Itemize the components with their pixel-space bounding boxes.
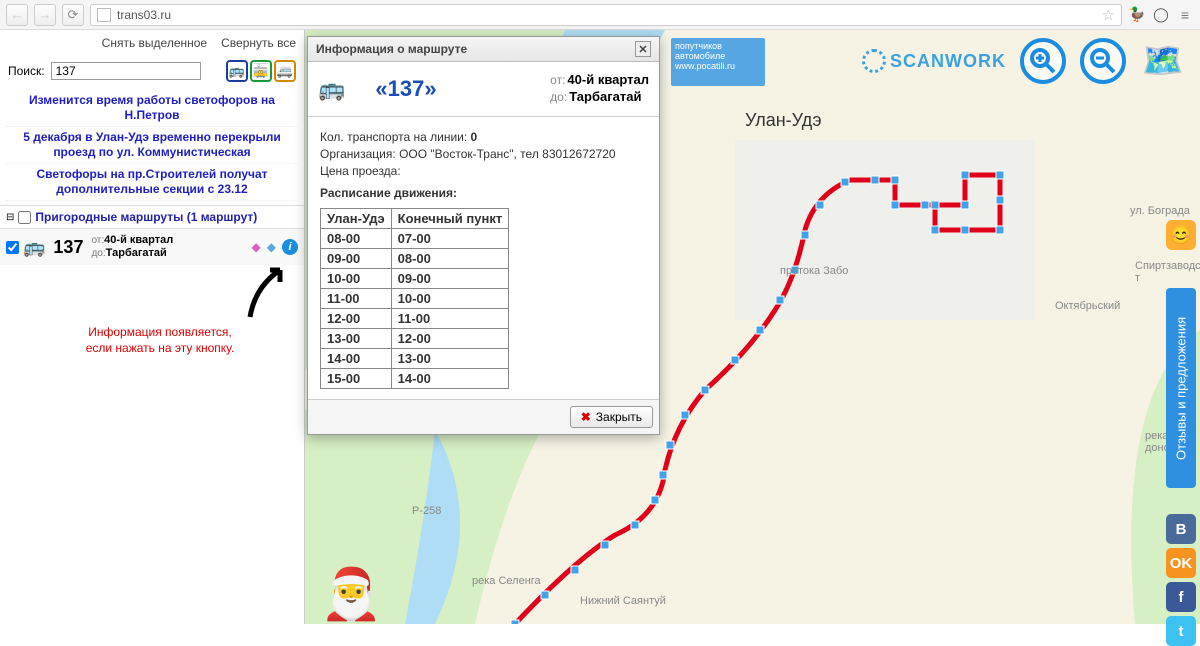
- partner-badge[interactable]: попутчиков автомобиле www.pocatili.ru: [671, 38, 765, 86]
- map-place-label: Нижний Саянтуй: [580, 595, 666, 607]
- map-style-button[interactable]: 🗺️: [1140, 38, 1186, 84]
- browser-chrome: ← → ⟳ trans03.ru ☆ 🦆 ◯ ≡: [0, 0, 1200, 30]
- santa-icon: 🎅: [320, 565, 382, 624]
- url-bar[interactable]: trans03.ru ☆: [90, 4, 1122, 26]
- group-checkbox[interactable]: [18, 211, 31, 224]
- table-row: 08-0007-00: [321, 228, 509, 248]
- ext-icon-1[interactable]: 🦆: [1128, 6, 1146, 24]
- news-link[interactable]: Светофоры на пр.Строителей получат допол…: [6, 164, 298, 201]
- route-row[interactable]: 🚌 137 от:40-й квартал до:Тарбагатай ◆ ◆ …: [0, 228, 304, 265]
- news-list: Изменится время работы светофоров на Н.П…: [0, 86, 304, 205]
- city-label: Улан-Удэ: [745, 110, 822, 131]
- dialog-footer: ✖Закрыть: [308, 399, 659, 434]
- map-place-label: протока Забо: [780, 265, 848, 277]
- url-text: trans03.ru: [117, 8, 171, 22]
- social-links: B OK ft: [1166, 514, 1196, 646]
- table-row: 15-0014-00: [321, 368, 509, 388]
- annotation-arrow: [240, 262, 300, 322]
- deselect-link[interactable]: Снять выделенное: [102, 36, 207, 50]
- table-row: 12-0011-00: [321, 308, 509, 328]
- collapse-link[interactable]: Свернуть все: [221, 36, 296, 50]
- zoom-in-button[interactable]: [1020, 38, 1066, 84]
- dialog-close-x[interactable]: ✕: [635, 41, 651, 57]
- page-icon: [97, 8, 111, 22]
- bus-icon: 🚌: [318, 76, 345, 102]
- reload-button[interactable]: ⟳: [62, 4, 84, 26]
- news-link[interactable]: 5 декабря в Улан-Удэ временно перекрыли …: [6, 127, 298, 164]
- diamond-icon[interactable]: ◆: [252, 240, 261, 254]
- route-fromto: от:40-й квартал до:Тарбагатай: [91, 234, 173, 260]
- ext-icon-2[interactable]: ◯: [1152, 6, 1170, 24]
- social-link[interactable]: B: [1166, 514, 1196, 544]
- dialog-route-number: «137»: [375, 76, 436, 102]
- news-link[interactable]: Изменится время работы светофоров на Н.П…: [6, 90, 298, 127]
- social-link[interactable]: t: [1166, 616, 1196, 646]
- feedback-tab[interactable]: Отзывы и предложения: [1166, 288, 1196, 488]
- menu-icon[interactable]: ≡: [1176, 6, 1194, 24]
- map-toolbar: SCANWORK 🗺️: [862, 38, 1186, 84]
- map-place-label: Спиртзаводской т: [1135, 260, 1200, 284]
- zoom-out-button[interactable]: [1080, 38, 1126, 84]
- search-input[interactable]: [51, 62, 201, 80]
- social-link[interactable]: OK: [1166, 548, 1196, 578]
- table-row: 10-0009-00: [321, 268, 509, 288]
- scanwork-logo[interactable]: SCANWORK: [862, 49, 1006, 73]
- map-place-label: река Селенга: [472, 575, 541, 587]
- forward-button[interactable]: →: [34, 4, 56, 26]
- route-checkbox[interactable]: [6, 241, 19, 254]
- bookmark-star-icon[interactable]: ☆: [1102, 6, 1115, 24]
- route-group[interactable]: ⊟ Пригородные маршруты (1 маршрут): [0, 205, 304, 228]
- transport-mode-icon[interactable]: 🚋: [250, 60, 272, 82]
- diamond-icon-2[interactable]: ◆: [267, 240, 276, 254]
- bus-icon: 🚌: [23, 237, 45, 258]
- expand-icon[interactable]: ⊟: [6, 212, 14, 223]
- table-row: 14-0013-00: [321, 348, 509, 368]
- map-place-label: ул. Бограда: [1130, 205, 1190, 217]
- dialog-body: Кол. транспорта на линии: 0 Организация:…: [308, 117, 659, 399]
- left-panel: Снять выделенное Свернуть все Поиск: 🚌🚋🚐…: [0, 30, 305, 624]
- table-row: 13-0012-00: [321, 328, 509, 348]
- group-title: Пригородные маршруты (1 маршрут): [35, 210, 257, 224]
- social-link[interactable]: f: [1166, 582, 1196, 612]
- dialog-close-button[interactable]: ✖Закрыть: [570, 406, 653, 428]
- table-row: 09-0008-00: [321, 248, 509, 268]
- annotation-hint: Информация появляется, если нажать на эт…: [40, 325, 280, 356]
- table-row: 11-0010-00: [321, 288, 509, 308]
- map-place-label: Октябрьский: [1055, 300, 1120, 312]
- dialog-route-summary: 🚌 «137» от:40-й квартал до:Тарбагатай: [308, 62, 659, 117]
- search-label: Поиск:: [8, 64, 45, 78]
- dialog-title: Информация о маршруте: [316, 42, 467, 56]
- schedule-table: Улан-УдэКонечный пункт 08-0007-0009-0008…: [320, 208, 509, 389]
- search-row: Поиск: 🚌🚋🚐: [0, 56, 304, 86]
- left-actions: Снять выделенное Свернуть все: [0, 30, 304, 56]
- map-place-label: Р-258: [412, 505, 441, 517]
- info-button[interactable]: i: [282, 239, 298, 255]
- transport-mode-icon[interactable]: 🚌: [226, 60, 248, 82]
- back-button[interactable]: ←: [6, 4, 28, 26]
- route-number: 137: [53, 237, 83, 258]
- route-info-dialog: Информация о маршруте ✕ 🚌 «137» от:40-й …: [307, 36, 660, 435]
- dialog-header[interactable]: Информация о маршруте ✕: [308, 37, 659, 62]
- emoji-button[interactable]: 😊: [1166, 220, 1196, 250]
- transport-mode-icon[interactable]: 🚐: [274, 60, 296, 82]
